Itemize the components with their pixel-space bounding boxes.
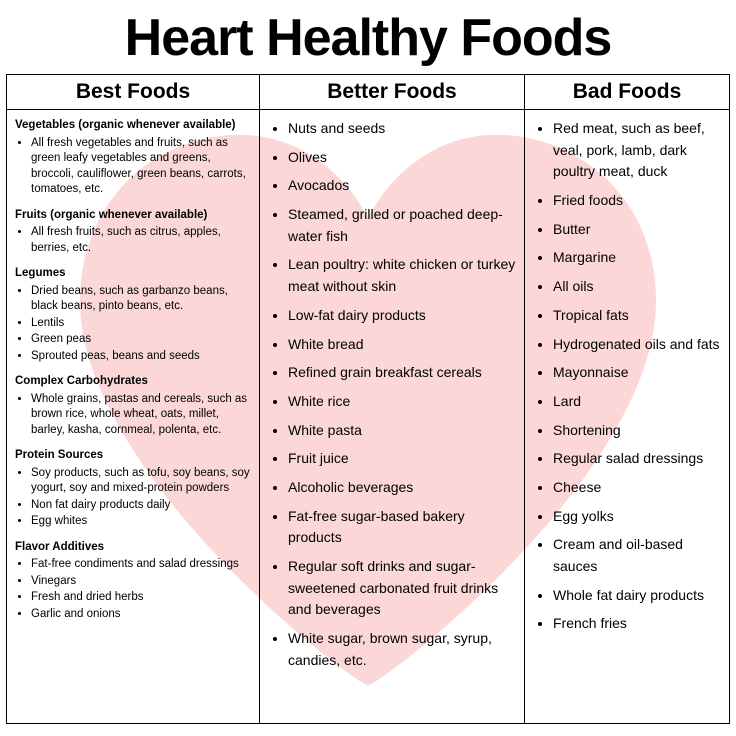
foods-table: Best Foods Vegetables (organic whenever … [6, 74, 730, 724]
list-item: Fat-free condiments and salad dressings [31, 557, 253, 573]
list-item: Fresh and dried herbs [31, 590, 253, 606]
list-item: Fruit juice [288, 448, 518, 470]
list-item: Mayonnaise [553, 362, 723, 384]
column-body-best: Vegetables (organic whenever available) A… [7, 110, 259, 723]
list-item: Sprouted peas, beans and seeds [31, 349, 253, 365]
list-item: All fresh fruits, such as citrus, apples… [31, 225, 253, 256]
section-heading: Legumes [15, 266, 253, 282]
list-item: Soy products, such as tofu, soy beans, s… [31, 466, 253, 497]
list-item: Garlic and onions [31, 607, 253, 623]
list-item: Fat-free sugar-based bakery products [288, 506, 518, 549]
list-item: Olives [288, 147, 518, 169]
section-heading: Complex Carbohydrates [15, 374, 253, 390]
section-list: Fat-free condiments and salad dressingsV… [15, 557, 253, 622]
list-item: Steamed, grilled or poached deep-water f… [288, 204, 518, 247]
list-item: Vinegars [31, 574, 253, 590]
column-header-bad: Bad Foods [525, 75, 729, 110]
list-item: Red meat, such as beef, veal, pork, lamb… [553, 118, 723, 183]
section-heading: Vegetables (organic whenever available) [15, 118, 253, 134]
list-item: Hydrogenated oils and fats [553, 334, 723, 356]
section-list: All fresh fruits, such as citrus, apples… [15, 225, 253, 256]
page-title: Heart Healthy Foods [0, 0, 736, 74]
list-item: Refined grain breakfast cereals [288, 362, 518, 384]
list-item: Egg yolks [553, 506, 723, 528]
column-body-bad: Red meat, such as beef, veal, pork, lamb… [525, 110, 729, 723]
list-item: Lean poultry: white chicken or turkey me… [288, 254, 518, 297]
column-best: Best Foods Vegetables (organic whenever … [7, 75, 260, 723]
section-heading: Protein Sources [15, 448, 253, 464]
list-item: White sugar, brown sugar, syrup, candies… [288, 628, 518, 671]
column-body-better: Nuts and seeds Olives Avocados Steamed, gri… [260, 110, 524, 723]
section-list: All fresh vegetables and fruits, such as… [15, 136, 253, 198]
list-item: Butter [553, 219, 723, 241]
column-better: Better Foods Nuts and seeds Olives Avocado… [260, 75, 525, 723]
list-item: Low-fat dairy products [288, 305, 518, 327]
column-header-better: Better Foods [260, 75, 524, 110]
list-item: Avocados [288, 175, 518, 197]
list-item: Nuts and seeds [288, 118, 518, 140]
list-item: French fries [553, 613, 723, 635]
list-item: Margarine [553, 247, 723, 269]
section-list: Dried beans, such as garbanzo beans, bla… [15, 284, 253, 365]
column-header-best: Best Foods [7, 75, 259, 110]
list-item: White rice [288, 391, 518, 413]
list-item: White bread [288, 334, 518, 356]
list-item: Egg whites [31, 514, 253, 530]
list-item: Cheese [553, 477, 723, 499]
section-list: Whole grains, pastas and cereals, such a… [15, 392, 253, 439]
list-item: Green peas [31, 332, 253, 348]
section-heading: Fruits (organic whenever available) [15, 208, 253, 224]
list-item: Lard [553, 391, 723, 413]
list-item: White pasta [288, 420, 518, 442]
list-item: Regular soft drinks and sugar-sweetened … [288, 556, 518, 621]
list-item: Dried beans, such as garbanzo beans, bla… [31, 284, 253, 315]
list-item: Fried foods [553, 190, 723, 212]
section-heading: Flavor Additives [15, 540, 253, 556]
list-item: Whole fat dairy products [553, 585, 723, 607]
list-item: All fresh vegetables and fruits, such as… [31, 136, 253, 198]
list-item: Cream and oil-based sauces [553, 534, 723, 577]
list-item: Regular salad dressings [553, 448, 723, 470]
list-item: Non fat dairy products daily [31, 498, 253, 514]
list-item: Whole grains, pastas and cereals, such a… [31, 392, 253, 439]
list-item: All oils [553, 276, 723, 298]
list-item: Lentils [31, 316, 253, 332]
section-list: Soy products, such as tofu, soy beans, s… [15, 466, 253, 530]
list-item: Shortening [553, 420, 723, 442]
list-item: Alcoholic beverages [288, 477, 518, 499]
column-bad: Bad Foods Red meat, such as beef, veal, … [525, 75, 729, 723]
list-item: Tropical fats [553, 305, 723, 327]
